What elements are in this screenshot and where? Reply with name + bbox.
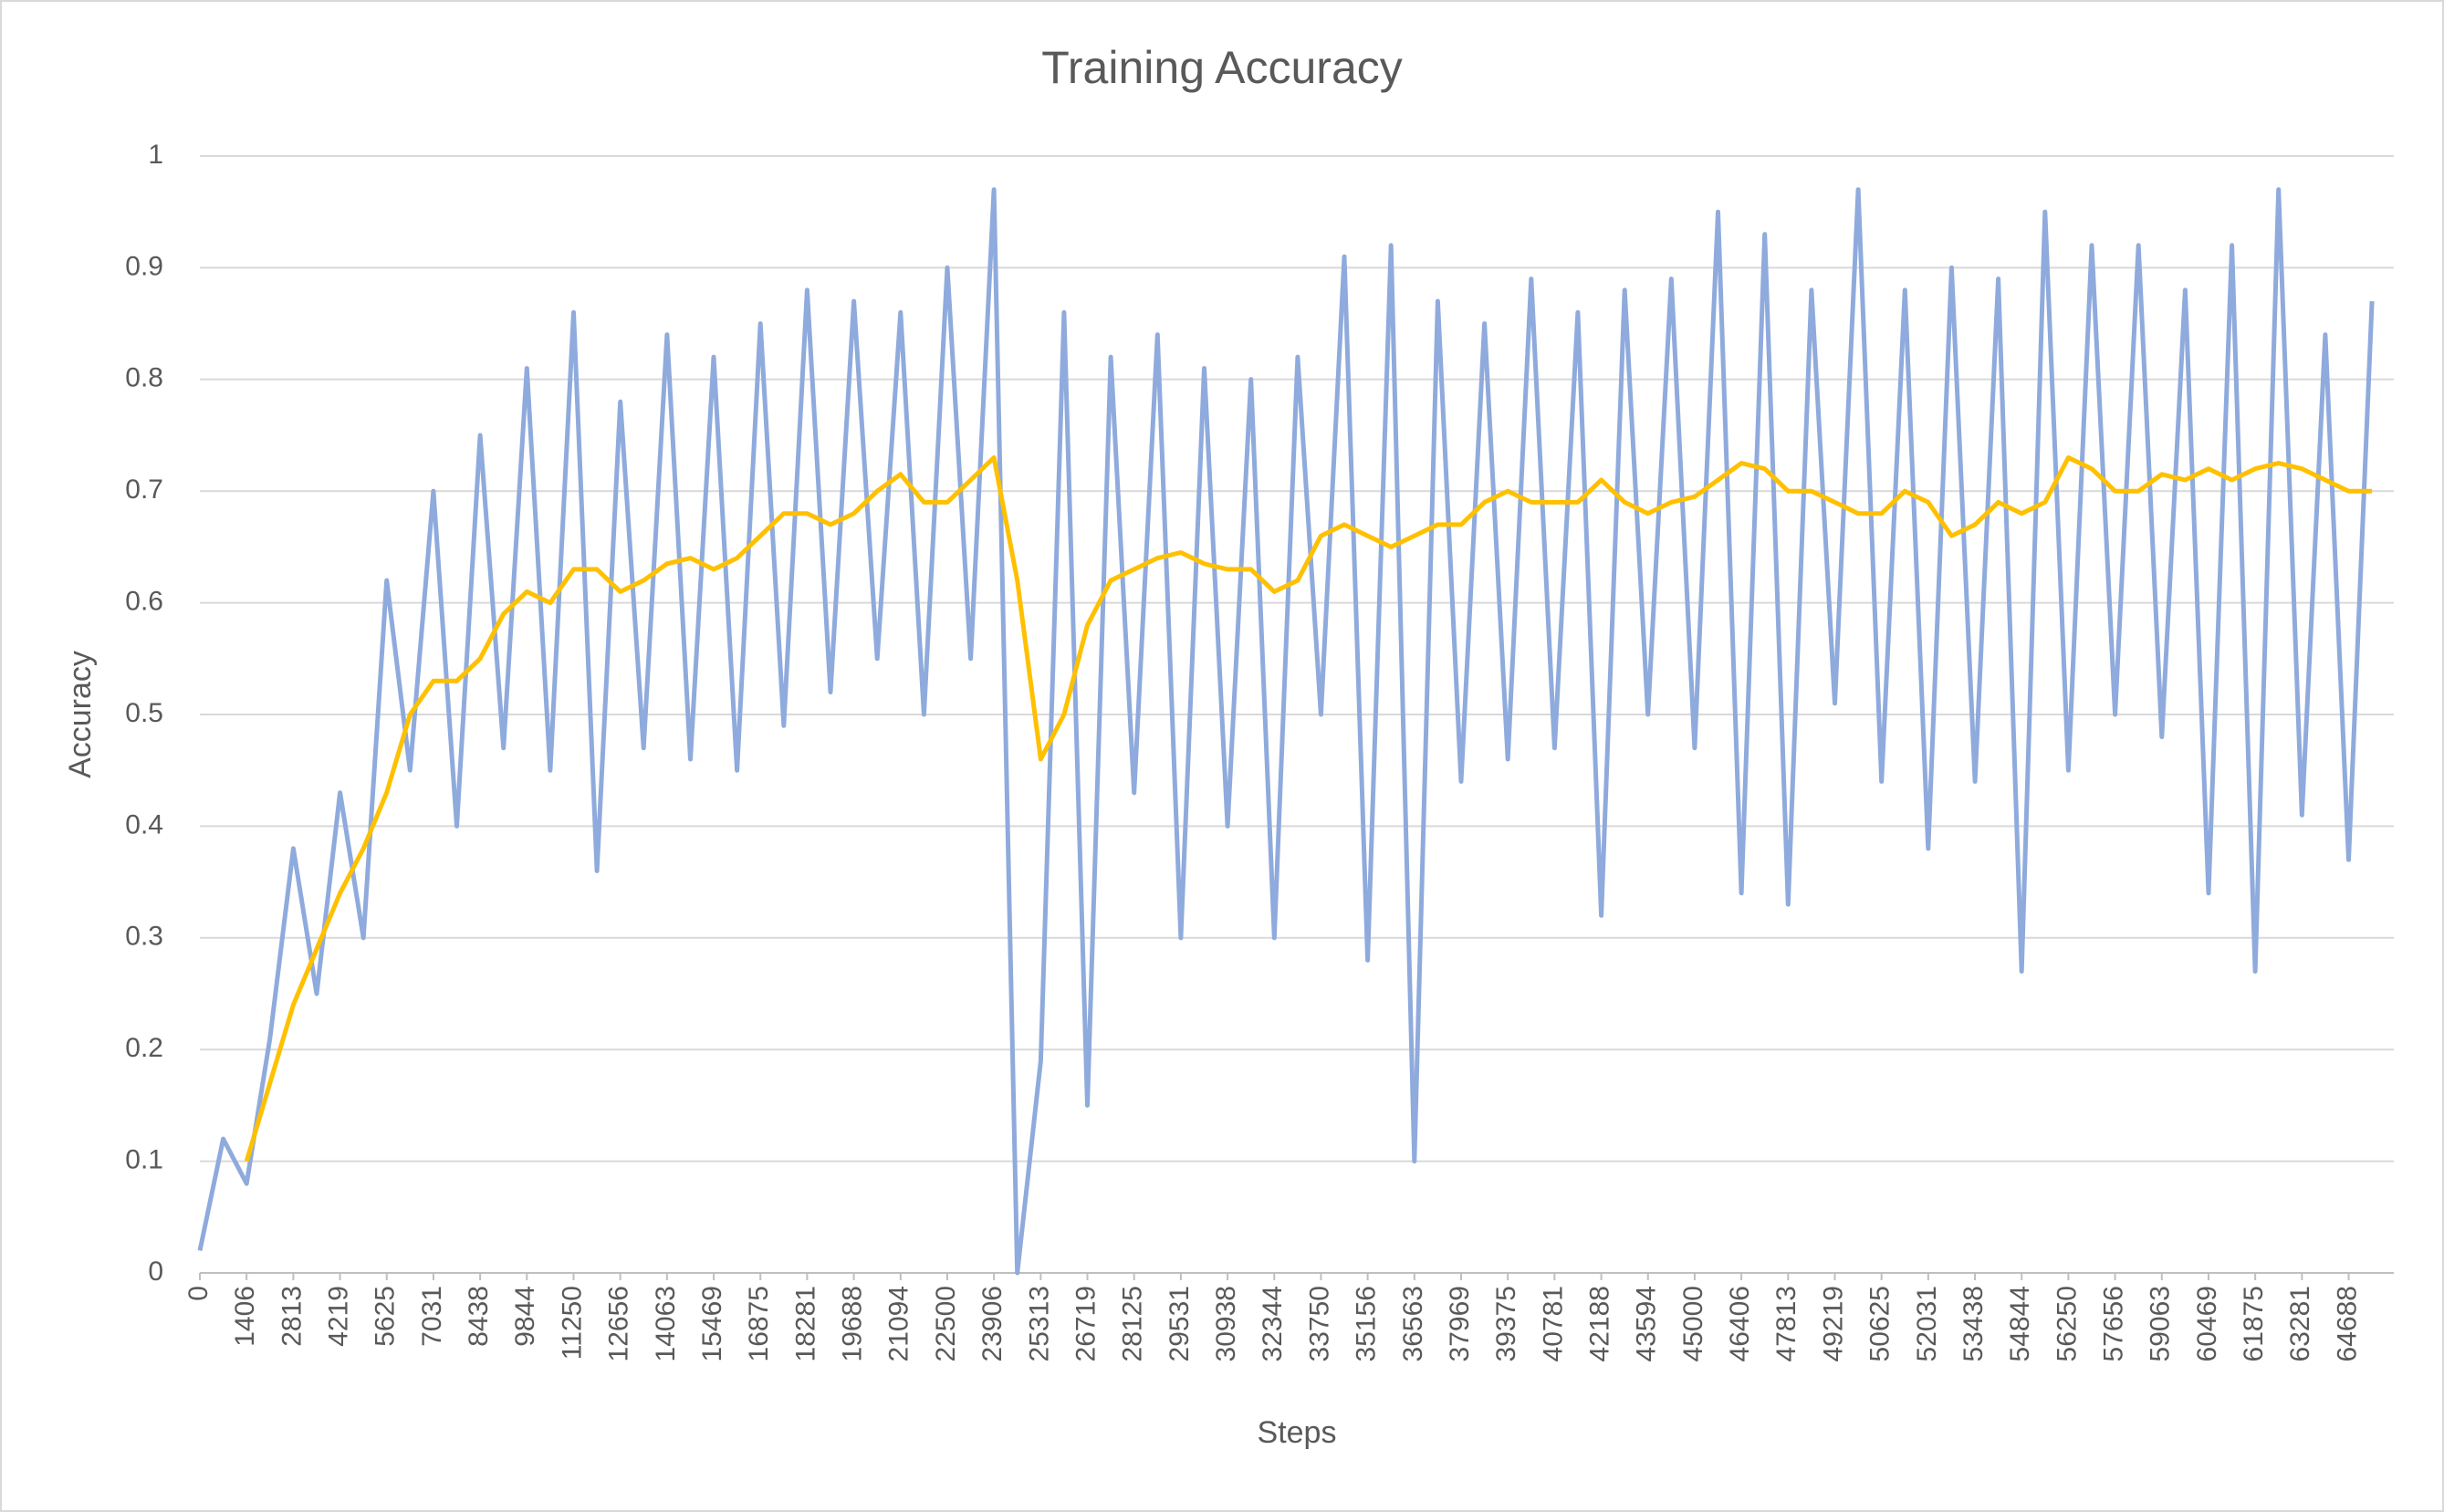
y-tick-label: 0.8 xyxy=(125,363,163,393)
x-tick-label: 9844 xyxy=(510,1286,540,1347)
x-tick-label: 56250 xyxy=(2052,1286,2082,1361)
y-axis-title: Accuracy xyxy=(63,651,98,778)
x-tick-label: 33750 xyxy=(1304,1286,1334,1361)
x-tick-label: 8438 xyxy=(464,1286,494,1347)
x-tick-label: 19688 xyxy=(838,1286,868,1361)
x-tick-label: 5625 xyxy=(371,1286,401,1347)
y-tick-label: 0.9 xyxy=(125,251,163,281)
x-tick-label: 29531 xyxy=(1165,1286,1195,1361)
x-tick-label: 64688 xyxy=(2332,1286,2362,1361)
x-tick-label: 15469 xyxy=(697,1286,727,1361)
x-tick-label: 25313 xyxy=(1024,1286,1054,1361)
x-tick-label: 57656 xyxy=(2099,1286,2129,1361)
y-tick-label: 0.5 xyxy=(125,698,163,728)
y-tick-label: 0 xyxy=(148,1257,163,1287)
x-tick-label: 36563 xyxy=(1398,1286,1428,1361)
chart-title: Training Accuracy xyxy=(1041,42,1403,93)
x-tick-label: 21094 xyxy=(884,1286,914,1361)
x-tick-label: 7031 xyxy=(417,1286,447,1347)
y-tick-label: 0.6 xyxy=(125,587,163,617)
x-tick-label: 28125 xyxy=(1118,1286,1148,1361)
x-tick-label: 54844 xyxy=(2005,1286,2035,1361)
x-tick-label: 46406 xyxy=(1725,1286,1755,1361)
x-tick-label: 2813 xyxy=(277,1286,307,1347)
x-tick-label: 50625 xyxy=(1865,1286,1896,1361)
data-line xyxy=(197,187,2375,1276)
x-tick-label: 30938 xyxy=(1211,1286,1241,1361)
x-tick-label: 4219 xyxy=(323,1286,353,1347)
x-tick-label: 45000 xyxy=(1678,1286,1708,1361)
x-axis-title: Steps xyxy=(1258,1415,1337,1450)
x-tick-label: 12656 xyxy=(604,1286,634,1361)
x-tick-label: 39375 xyxy=(1491,1286,1521,1361)
x-tick-label: 63281 xyxy=(2285,1286,2315,1361)
x-tick-label: 43594 xyxy=(1632,1286,1662,1361)
x-tick-label: 26719 xyxy=(1071,1286,1101,1361)
x-tick-label: 23906 xyxy=(977,1286,1008,1361)
x-tick-label: 32344 xyxy=(1258,1286,1288,1361)
y-tick-label: 0.4 xyxy=(125,809,163,839)
x-tick-label: 16875 xyxy=(744,1286,774,1361)
x-tick-label: 61875 xyxy=(2239,1286,2269,1361)
x-tick-label: 37969 xyxy=(1445,1286,1475,1361)
data-line xyxy=(244,455,2373,1163)
x-tick-label: 11250 xyxy=(557,1286,587,1360)
x-tick-label: 42188 xyxy=(1584,1286,1614,1361)
x-tick-label: 60469 xyxy=(2192,1286,2222,1361)
y-tick-label: 0.3 xyxy=(125,922,163,952)
y-tick-label: 0.7 xyxy=(125,474,163,505)
x-tick-label: 49219 xyxy=(1818,1286,1848,1361)
x-tick-label: 0 xyxy=(183,1286,214,1301)
x-tick-label: 35156 xyxy=(1352,1286,1382,1361)
x-tick-label: 40781 xyxy=(1538,1286,1568,1361)
y-tick-label: 0.1 xyxy=(125,1145,163,1175)
x-tick-label: 1406 xyxy=(230,1286,260,1347)
x-tick-label: 14063 xyxy=(651,1286,681,1361)
x-tick-label: 52031 xyxy=(1912,1286,1942,1361)
x-tick-label: 59063 xyxy=(2146,1286,2176,1361)
x-tick-label: 18281 xyxy=(790,1286,820,1361)
x-tick-label: 47813 xyxy=(1771,1286,1802,1361)
y-tick-label: 1 xyxy=(148,140,163,170)
x-tick-label: 22500 xyxy=(931,1286,961,1361)
x-tick-label: 53438 xyxy=(1958,1286,1989,1361)
y-tick-label: 0.2 xyxy=(125,1033,163,1063)
